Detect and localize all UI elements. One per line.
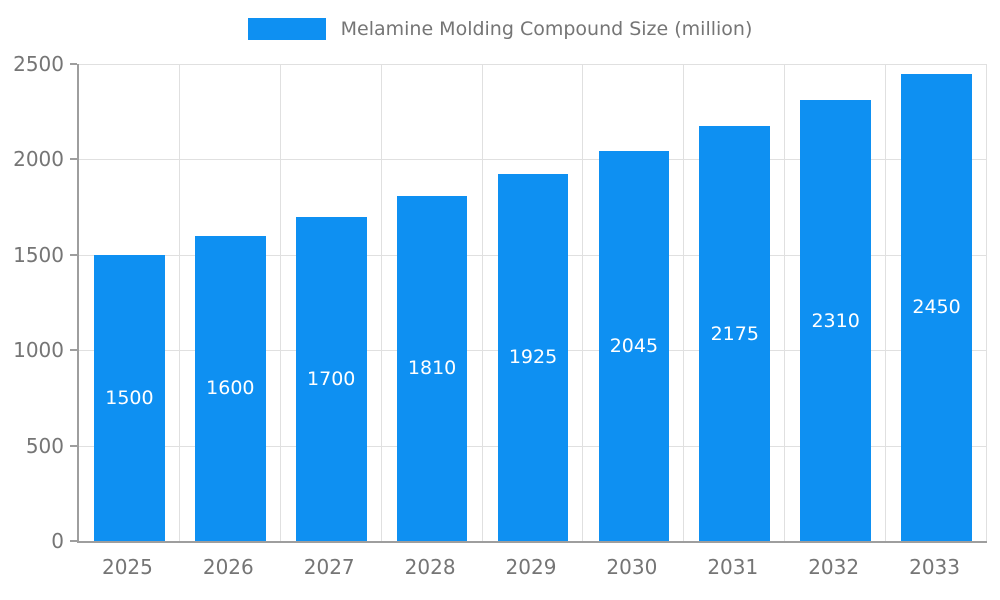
bar-value-label: 2175	[710, 322, 759, 345]
legend-color-swatch	[247, 18, 326, 40]
plot-area: 1500 1600 1700 1810 1925 2045 2175 2310 2450	[77, 64, 987, 543]
bar-value-label: 2450	[912, 296, 961, 319]
bar-2032: 2310	[800, 100, 871, 541]
horizontal-gridline	[79, 159, 987, 161]
y-axis-tick-label: 1000	[13, 338, 64, 363]
bar-value-label: 2045	[609, 334, 659, 357]
x-axis-tick-label: 2025	[101, 555, 153, 579]
y-axis-tick-mark	[70, 158, 77, 161]
y-axis-tick-label: 0	[51, 529, 64, 553]
vertical-gridline	[178, 64, 180, 541]
x-axis-tick-label: 2033	[909, 555, 960, 579]
x-axis-tick-label: 2028	[404, 555, 456, 579]
vertical-gridline	[885, 64, 887, 541]
bar-2028: 1810	[396, 195, 468, 541]
x-axis-tick-label: 2030	[606, 555, 658, 579]
y-axis-tick-mark	[70, 349, 77, 352]
y-axis-tick-label: 1500	[13, 242, 64, 267]
x-axis-tick-label: 2029	[505, 555, 557, 579]
y-axis-tick-label: 2500	[13, 52, 64, 76]
y-axis-tick-mark	[70, 444, 77, 447]
vertical-gridline	[784, 64, 786, 541]
bar-2026: 1600	[195, 235, 266, 541]
y-axis-tick-label: 2000	[13, 147, 64, 172]
vertical-gridline	[683, 64, 685, 541]
vertical-gridline	[380, 64, 382, 541]
horizontal-gridline	[79, 64, 987, 65]
bar-value-label: 1500	[105, 386, 154, 409]
y-axis-tick-label: 500	[25, 433, 64, 458]
bar-2031: 2175	[699, 126, 771, 541]
x-axis-tick-label: 2032	[808, 555, 860, 579]
y-axis-tick-mark	[70, 253, 77, 256]
bar-2025: 1500	[94, 254, 165, 541]
legend-series-label: Melamine Molding Compound Size (million)	[340, 18, 753, 40]
bar-2033: 2450	[901, 73, 972, 541]
bar-2027: 1700	[295, 216, 367, 541]
bar-value-label: 1925	[508, 346, 558, 369]
bar-value-label: 1810	[407, 357, 457, 380]
bar-2029: 1925	[497, 173, 569, 541]
vertical-gridline	[279, 64, 281, 541]
chart-legend[interactable]: Melamine Molding Compound Size (million)	[0, 16, 1000, 42]
x-axis-tick-label: 2027	[303, 555, 355, 579]
y-axis-tick-mark	[70, 63, 77, 65]
vertical-gridline	[986, 64, 987, 541]
bar-value-label: 1600	[206, 377, 255, 400]
x-axis-tick-label: 2031	[707, 555, 759, 579]
bar-value-label: 2310	[811, 309, 860, 332]
vertical-gridline	[481, 64, 483, 541]
bar-value-label: 1700	[307, 367, 356, 390]
vertical-gridline	[582, 64, 584, 541]
x-axis-tick-label: 2026	[202, 555, 254, 579]
y-axis-tick-mark	[70, 540, 77, 542]
bar-2030: 2045	[598, 150, 670, 541]
